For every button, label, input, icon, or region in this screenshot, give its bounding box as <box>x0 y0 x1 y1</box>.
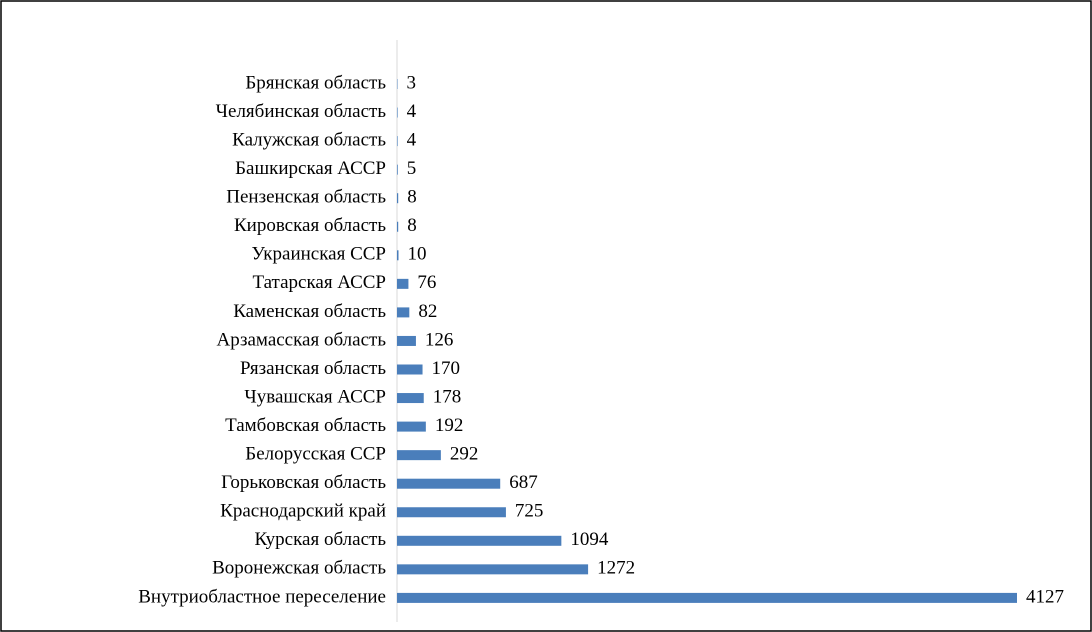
bar <box>397 364 423 375</box>
bar <box>397 164 398 175</box>
data-label: 82 <box>418 301 437 322</box>
bar <box>397 421 426 432</box>
data-label: 4 <box>407 129 417 150</box>
y-tick-label: Тамбовская область <box>225 415 386 436</box>
bar <box>397 507 506 518</box>
bar <box>397 107 398 118</box>
data-label: 4 <box>407 101 417 122</box>
data-label: 76 <box>417 272 436 293</box>
y-tick-label: Внутриобластное переселение <box>138 586 386 607</box>
y-tick-label: Татарская АССР <box>252 272 386 293</box>
y-tick-label: Белорусская ССР <box>245 444 386 465</box>
y-tick-label: Каменская область <box>233 301 386 322</box>
bar <box>397 393 424 404</box>
bar <box>397 278 409 289</box>
bar <box>397 307 410 318</box>
data-label: 10 <box>408 244 427 265</box>
data-label: 1272 <box>597 558 635 579</box>
y-tick-label: Пензенская область <box>226 187 386 208</box>
y-tick-label: Украинская ССР <box>252 244 387 265</box>
data-label: 170 <box>432 358 461 379</box>
y-tick-label: Арзамасская область <box>217 329 387 350</box>
y-tick-label: Горьковская область <box>221 472 386 493</box>
data-label: 192 <box>435 415 464 436</box>
data-label: 292 <box>450 444 479 465</box>
data-label: 687 <box>509 472 538 493</box>
y-tick-label: Калужская область <box>232 129 386 150</box>
y-tick-label: Воронежская область <box>212 558 386 579</box>
bar <box>397 136 398 147</box>
data-label: 725 <box>515 501 544 522</box>
bar <box>397 450 441 461</box>
data-label: 8 <box>407 187 417 208</box>
bar <box>397 535 562 546</box>
y-tick-label: Кировская область <box>234 215 386 236</box>
bar <box>397 478 501 489</box>
data-label: 1094 <box>570 529 609 550</box>
bar <box>397 221 399 232</box>
data-label: 4127 <box>1026 586 1064 607</box>
data-label: 178 <box>433 386 462 407</box>
y-tick-label: Брянская область <box>245 72 386 93</box>
y-tick-label: Краснодарский край <box>220 501 386 522</box>
y-tick-label: Челябинская область <box>216 101 387 122</box>
bar <box>397 564 589 575</box>
bar <box>397 592 1017 603</box>
data-label: 5 <box>407 158 417 179</box>
bar <box>397 335 416 346</box>
bar <box>397 250 399 261</box>
bar <box>397 193 399 204</box>
y-tick-label: Башкирская АССР <box>235 158 386 179</box>
y-tick-label: Чувашская АССР <box>244 386 386 407</box>
y-tick-label: Курская область <box>254 529 386 550</box>
y-tick-label: Рязанская область <box>240 358 386 379</box>
data-label: 8 <box>407 215 417 236</box>
data-label: 126 <box>425 329 454 350</box>
data-label: 3 <box>406 72 416 93</box>
